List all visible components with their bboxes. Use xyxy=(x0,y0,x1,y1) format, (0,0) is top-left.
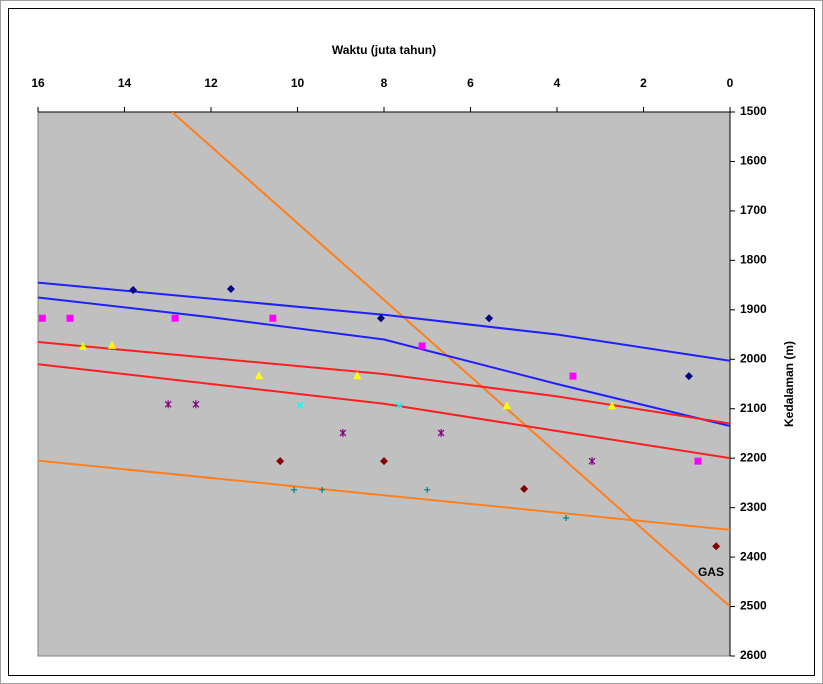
line-series xyxy=(38,340,730,425)
point xyxy=(255,371,264,380)
y-tick-label: 1700 xyxy=(740,203,767,217)
point xyxy=(66,314,74,322)
y-tick-label: 2000 xyxy=(740,351,767,365)
point xyxy=(588,457,596,466)
point xyxy=(38,314,46,322)
point xyxy=(226,285,235,294)
line-series xyxy=(38,459,730,531)
point xyxy=(353,371,362,380)
x-tick-label: 2 xyxy=(640,76,647,90)
annotation: GAS xyxy=(698,565,724,579)
y-tick-label: 1500 xyxy=(740,104,767,118)
x-axis-title: Waktu (juta tahun) xyxy=(332,43,436,57)
x-tick-label: 10 xyxy=(291,76,305,90)
y-tick-label: 2200 xyxy=(740,450,767,464)
point xyxy=(520,484,529,493)
point xyxy=(296,401,304,409)
point xyxy=(291,486,298,493)
point xyxy=(418,342,426,350)
line-series xyxy=(171,112,730,608)
y-tick-label: 1800 xyxy=(740,253,767,267)
point xyxy=(171,314,179,322)
point xyxy=(712,542,721,551)
y-tick-label: 2600 xyxy=(740,648,767,662)
point xyxy=(395,401,403,409)
x-tick-label: 4 xyxy=(554,76,561,90)
point xyxy=(563,515,570,522)
x-tick-label: 6 xyxy=(467,76,474,90)
point xyxy=(684,372,693,381)
plot-area xyxy=(37,111,731,657)
point xyxy=(164,400,172,409)
point xyxy=(607,401,616,410)
series-layer xyxy=(38,112,730,608)
point xyxy=(485,314,494,323)
line-series xyxy=(38,363,730,460)
line-series xyxy=(38,281,730,362)
point xyxy=(192,400,200,409)
point xyxy=(502,401,511,410)
y-tick-label: 2100 xyxy=(740,401,767,415)
y-tick-label: 2300 xyxy=(740,500,767,514)
point xyxy=(437,428,445,437)
y-axis-title: Kedalaman (m) xyxy=(782,341,796,427)
y-tick-label: 2500 xyxy=(740,599,767,613)
point xyxy=(129,286,138,295)
point xyxy=(276,457,285,466)
x-tick-label: 12 xyxy=(204,76,218,90)
point xyxy=(339,428,347,437)
point xyxy=(78,341,87,350)
point xyxy=(569,372,577,380)
point xyxy=(319,486,326,493)
x-tick-label: 16 xyxy=(31,76,45,90)
point xyxy=(380,457,388,466)
point xyxy=(107,340,116,349)
x-tick-label: 8 xyxy=(381,76,388,90)
y-tick-label: 1600 xyxy=(740,154,767,168)
x-tick-label: 0 xyxy=(727,76,734,90)
y-tick-label: 2400 xyxy=(740,549,767,563)
x-tick-label: 14 xyxy=(118,76,132,90)
point xyxy=(269,314,277,322)
y-tick-label: 1900 xyxy=(740,302,767,316)
point xyxy=(694,457,702,465)
line-series xyxy=(38,296,730,428)
point xyxy=(424,486,431,493)
point xyxy=(376,314,385,323)
